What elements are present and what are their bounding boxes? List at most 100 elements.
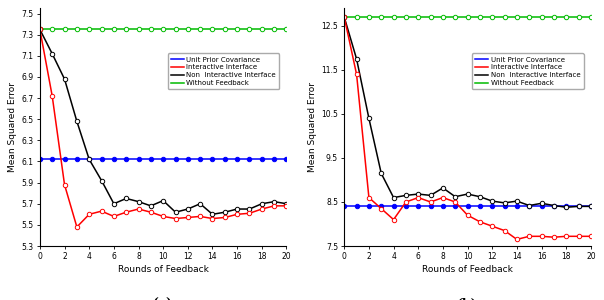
Unit Prior Covariance xyxy=(587,205,594,208)
Without Feedback xyxy=(111,28,118,31)
Non  Interactive Interface xyxy=(538,202,545,205)
Without Feedback xyxy=(271,28,278,31)
Line: Non  Interactive Interface: Non Interactive Interface xyxy=(37,27,289,217)
Non  Interactive Interface xyxy=(402,194,410,197)
Without Feedback xyxy=(477,15,484,19)
Unit Prior Covariance xyxy=(464,205,471,208)
Unit Prior Covariance xyxy=(525,205,533,208)
Unit Prior Covariance xyxy=(234,158,241,161)
Unit Prior Covariance xyxy=(61,158,68,161)
Without Feedback xyxy=(196,28,204,31)
Non  Interactive Interface xyxy=(587,205,594,208)
Without Feedback xyxy=(341,15,348,19)
Unit Prior Covariance xyxy=(489,205,496,208)
Interactive Interface xyxy=(98,209,105,213)
Unit Prior Covariance xyxy=(353,205,360,208)
Without Feedback xyxy=(61,28,68,31)
Non  Interactive Interface xyxy=(73,120,80,123)
Without Feedback xyxy=(452,15,459,19)
Interactive Interface xyxy=(525,235,533,238)
Without Feedback xyxy=(378,15,385,19)
Interactive Interface xyxy=(562,235,570,238)
Without Feedback xyxy=(258,28,265,31)
Non  Interactive Interface xyxy=(513,199,521,203)
Interactive Interface xyxy=(427,200,434,204)
Without Feedback xyxy=(234,28,241,31)
Non  Interactive Interface xyxy=(86,158,93,161)
Non  Interactive Interface xyxy=(258,202,265,206)
Interactive Interface xyxy=(378,207,385,210)
Non  Interactive Interface xyxy=(390,196,397,200)
Without Feedback xyxy=(98,28,105,31)
Non  Interactive Interface xyxy=(427,194,434,197)
Interactive Interface xyxy=(402,200,410,204)
Non  Interactive Interface xyxy=(111,202,118,206)
Unit Prior Covariance xyxy=(341,205,348,208)
Interactive Interface xyxy=(477,220,484,224)
Line: Without Feedback: Without Feedback xyxy=(342,15,593,20)
Legend: Unit Prior Covariance, Interactive Interface, Non  Interactive Interface, Withou: Unit Prior Covariance, Interactive Inter… xyxy=(472,53,584,89)
Unit Prior Covariance xyxy=(98,158,105,161)
Interactive Interface xyxy=(111,214,118,218)
X-axis label: Rounds of Feedback: Rounds of Feedback xyxy=(422,266,513,274)
Without Feedback xyxy=(427,15,434,19)
Without Feedback xyxy=(489,15,496,19)
Interactive Interface xyxy=(61,183,68,187)
Without Feedback xyxy=(73,28,80,31)
Interactive Interface xyxy=(353,73,360,76)
Non  Interactive Interface xyxy=(135,200,142,203)
Non  Interactive Interface xyxy=(525,204,533,207)
Unit Prior Covariance xyxy=(135,158,142,161)
Non  Interactive Interface xyxy=(452,195,459,199)
Non  Interactive Interface xyxy=(365,117,373,120)
Without Feedback xyxy=(402,15,410,19)
Unit Prior Covariance xyxy=(513,205,521,208)
Without Feedback xyxy=(587,15,594,19)
Without Feedback xyxy=(135,28,142,31)
Interactive Interface xyxy=(283,204,290,208)
Without Feedback xyxy=(575,15,582,19)
Interactive Interface xyxy=(587,235,594,238)
Non  Interactive Interface xyxy=(562,206,570,209)
Non  Interactive Interface xyxy=(378,172,385,175)
Line: Interactive Interface: Interactive Interface xyxy=(342,15,593,242)
Without Feedback xyxy=(36,28,43,31)
Unit Prior Covariance xyxy=(538,205,545,208)
Unit Prior Covariance xyxy=(48,158,56,161)
Unit Prior Covariance xyxy=(159,158,167,161)
Without Feedback xyxy=(501,15,508,19)
Unit Prior Covariance xyxy=(111,158,118,161)
Line: Unit Prior Covariance: Unit Prior Covariance xyxy=(342,204,593,208)
Without Feedback xyxy=(86,28,93,31)
Without Feedback xyxy=(283,28,290,31)
Interactive Interface xyxy=(258,207,265,211)
Unit Prior Covariance xyxy=(184,158,191,161)
Non  Interactive Interface xyxy=(464,192,471,196)
Interactive Interface xyxy=(221,216,228,219)
Without Feedback xyxy=(414,15,422,19)
Interactive Interface xyxy=(390,218,397,221)
Unit Prior Covariance xyxy=(209,158,216,161)
Unit Prior Covariance xyxy=(196,158,204,161)
Interactive Interface xyxy=(135,207,142,211)
Without Feedback xyxy=(538,15,545,19)
Without Feedback xyxy=(365,15,373,19)
Unit Prior Covariance xyxy=(36,158,43,161)
Interactive Interface xyxy=(464,213,471,217)
Interactive Interface xyxy=(73,225,80,229)
Interactive Interface xyxy=(341,15,348,19)
Interactive Interface xyxy=(184,216,191,219)
Non  Interactive Interface xyxy=(439,186,446,190)
Non  Interactive Interface xyxy=(246,207,253,211)
Unit Prior Covariance xyxy=(501,205,508,208)
Without Feedback xyxy=(48,28,56,31)
Interactive Interface xyxy=(414,196,422,200)
Unit Prior Covariance xyxy=(86,158,93,161)
Non  Interactive Interface xyxy=(414,192,422,196)
Non  Interactive Interface xyxy=(184,207,191,211)
Y-axis label: Mean Squared Error: Mean Squared Error xyxy=(8,82,18,172)
Unit Prior Covariance xyxy=(258,158,265,161)
Unit Prior Covariance xyxy=(246,158,253,161)
Non  Interactive Interface xyxy=(341,15,348,19)
Non  Interactive Interface xyxy=(196,202,204,206)
